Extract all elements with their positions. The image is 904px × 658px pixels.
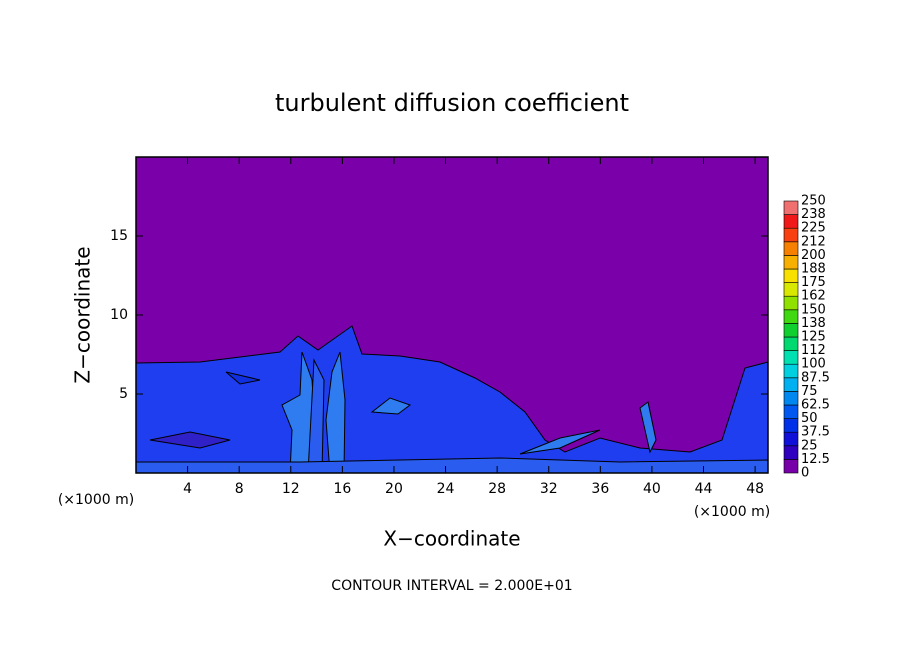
colorbar-label: 75: [801, 384, 818, 399]
colorbar-label: 162: [801, 289, 826, 304]
colorbar-label: 62.5: [801, 398, 830, 413]
colorbar-label: 175: [801, 275, 826, 290]
colorbar-segment: [783, 350, 799, 365]
colorbar-label: 0: [801, 466, 809, 481]
colorbar-label: 150: [801, 302, 826, 317]
colorbar-segment: [783, 445, 799, 460]
chart-title: turbulent diffusion coefficient: [275, 89, 629, 117]
x-tick-label: 36: [591, 481, 609, 497]
colorbar-segment: [783, 404, 799, 419]
colorbar-segment: [783, 336, 799, 351]
colorbar-segment: [783, 268, 799, 283]
colorbar-segment: [783, 323, 799, 338]
colorbar-label: 112: [801, 343, 826, 358]
x-tick-label: 44: [695, 481, 713, 497]
colorbar-label: 25: [801, 438, 818, 453]
footer: CONTOUR INTERVAL = 2.000E+01: [331, 578, 572, 594]
x-tick-label: 16: [333, 481, 351, 497]
y-tick-label: 15: [110, 228, 128, 244]
y-tick-label: 10: [110, 307, 128, 323]
colorbar-label: 200: [801, 248, 826, 263]
y-axis-label: Z−coordinate: [71, 246, 95, 383]
colorbar-label: 87.5: [801, 370, 830, 385]
colorbar-segment: [783, 377, 799, 392]
y-tick-label: 5: [119, 386, 128, 402]
colorbar-label: 138: [801, 316, 826, 331]
colorbar-segment: [783, 418, 799, 433]
colorbar-label: 125: [801, 330, 826, 345]
x-unit-right: (×1000 m): [694, 504, 770, 520]
colorbar-segment: [783, 227, 799, 243]
colorbar-segment: [783, 255, 799, 270]
colorbar-label: 225: [801, 221, 826, 236]
colorbar-segment: [783, 200, 799, 215]
colorbar-label: 250: [801, 194, 826, 209]
colorbar-segment: [783, 459, 799, 474]
x-tick-label: 4: [183, 481, 192, 497]
x-tick-label: 8: [235, 481, 244, 497]
x-axis-label: X−coordinate: [383, 527, 520, 551]
x-unit-left: (×1000 m): [58, 492, 134, 508]
colorbar-segment: [783, 282, 799, 297]
x-tick-label: 32: [540, 481, 558, 497]
x-tick-label: 20: [385, 481, 403, 497]
colorbar-label: 12.5: [801, 452, 830, 467]
colorbar-segment: [783, 431, 799, 447]
colorbar-segment: [783, 391, 799, 406]
x-tick-label: 24: [437, 481, 455, 497]
colorbar-label: 50: [801, 411, 818, 426]
x-tick-label: 48: [746, 481, 764, 497]
x-tick-label: 28: [488, 481, 506, 497]
colorbar-label: 212: [801, 234, 826, 249]
colorbar-segment: [783, 295, 799, 311]
colorbar-segment: [783, 363, 799, 379]
x-tick-label: 40: [643, 481, 661, 497]
colorbar-segment: [783, 214, 799, 229]
colorbar-label: 188: [801, 262, 826, 277]
colorbar-label: 238: [801, 207, 826, 222]
contour-field: [135, 157, 769, 474]
x-tick-label: 12: [282, 481, 300, 497]
colorbar-segment: [783, 309, 799, 324]
colorbar-segment: [783, 241, 799, 256]
colorbar-label: 37.5: [801, 425, 830, 440]
colorbar-label: 100: [801, 357, 826, 372]
